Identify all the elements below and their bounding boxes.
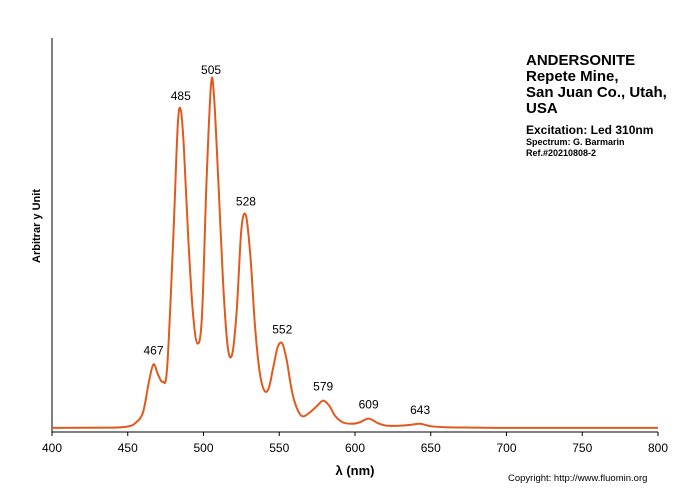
mineral-name: ANDERSONITE xyxy=(526,52,636,69)
peak-label: 552 xyxy=(272,323,292,337)
reference-number: Ref.#20210808-2 xyxy=(526,148,597,158)
sample-info: ANDERSONITE Repete Mine, San Juan Co., U… xyxy=(526,53,667,159)
x-ticks: 400 450 500 550 600 650 700 750 800 xyxy=(42,432,668,455)
copyright-notice: Copyright: http://www.fluomin.org xyxy=(508,473,648,484)
locality-line-1: Repete Mine, xyxy=(526,68,619,85)
x-tick-label: 550 xyxy=(269,441,289,455)
x-tick-label: 600 xyxy=(345,441,365,455)
locality-line-2: San Juan Co., Utah, xyxy=(526,84,667,101)
x-tick-label: 650 xyxy=(421,441,441,455)
peak-label: 467 xyxy=(143,343,163,357)
peak-label: 579 xyxy=(313,380,333,394)
locality-line-3: USA xyxy=(526,100,558,117)
x-axis-title: λ (nm) xyxy=(336,463,375,478)
spectrum-author: Spectrum: G. Barmarin xyxy=(526,137,625,147)
peak-label: 485 xyxy=(171,89,191,103)
peak-label: 609 xyxy=(359,398,379,412)
peak-label: 505 xyxy=(201,63,221,77)
x-tick-label: 800 xyxy=(648,441,668,455)
y-axis-title: Arbitrar y Unit xyxy=(31,189,43,263)
x-tick-label: 400 xyxy=(42,441,62,455)
x-tick-label: 450 xyxy=(118,441,138,455)
peak-labels: 467 485 505 528 552 579 609 643 xyxy=(143,63,430,417)
peak-label: 528 xyxy=(236,194,256,208)
x-tick-label: 500 xyxy=(193,441,213,455)
x-tick-label: 750 xyxy=(572,441,592,455)
peak-label: 643 xyxy=(410,403,430,417)
emission-spectrum-line xyxy=(51,76,658,429)
x-tick-label: 700 xyxy=(496,441,516,455)
excitation-info: Excitation: Led 310nm xyxy=(526,123,654,137)
